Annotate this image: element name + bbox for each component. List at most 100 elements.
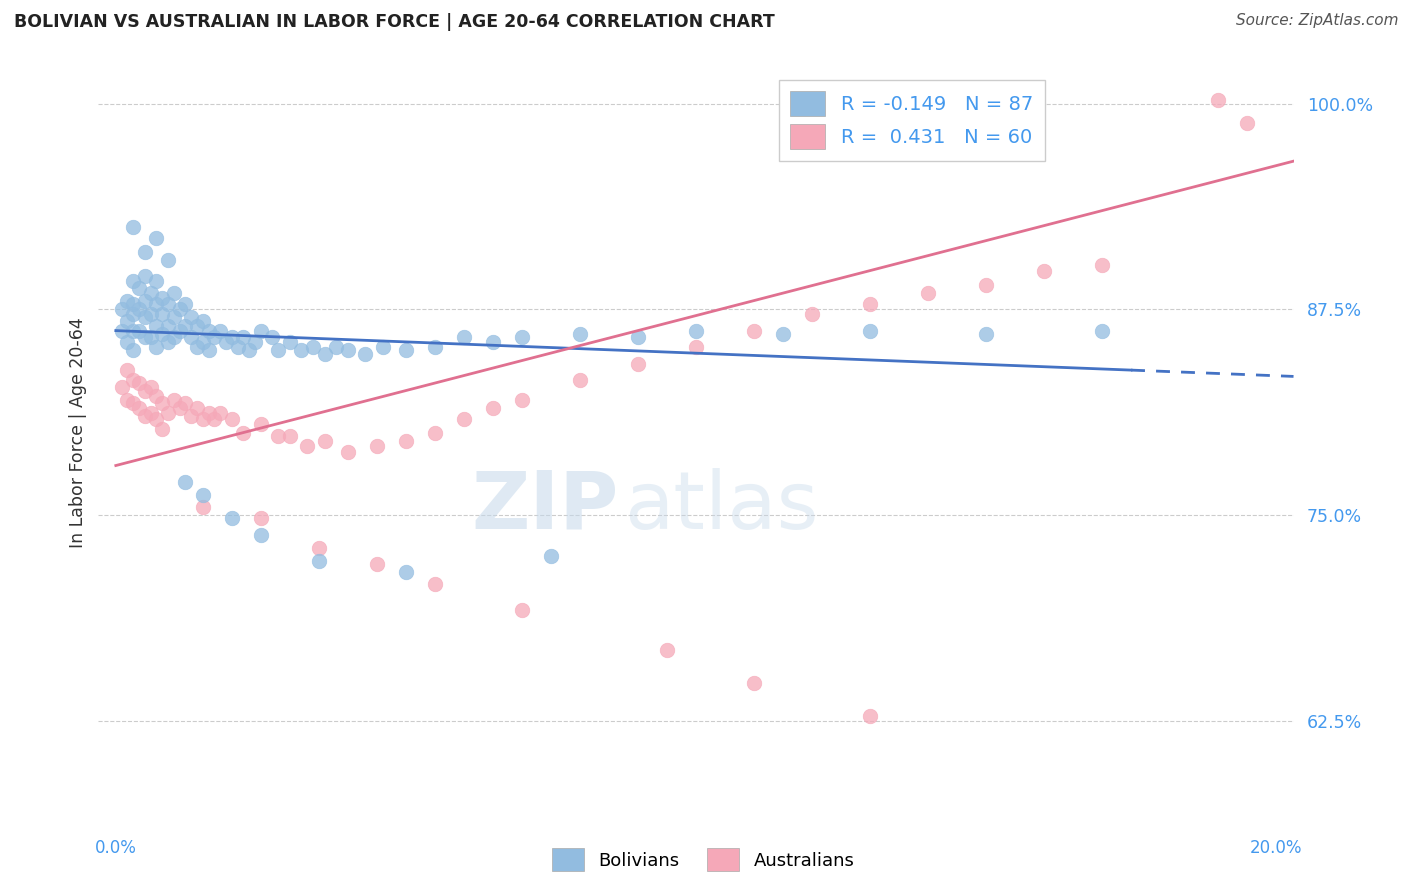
Point	[772, 326, 794, 341]
Point	[111, 324, 134, 338]
Point	[278, 335, 301, 350]
Y-axis label: In Labor Force | Age 20-64: In Labor Force | Age 20-64	[69, 318, 87, 548]
Point	[128, 281, 150, 295]
Point	[117, 392, 139, 407]
Point	[145, 412, 167, 426]
Point	[163, 310, 186, 325]
Point	[1091, 258, 1114, 272]
Point	[314, 346, 336, 360]
Point	[250, 324, 273, 338]
Legend: R = -0.149   N = 87, R =  0.431   N = 60: R = -0.149 N = 87, R = 0.431 N = 60	[779, 79, 1045, 161]
Point	[1033, 264, 1056, 278]
Point	[423, 577, 446, 591]
Point	[395, 566, 418, 580]
Point	[139, 285, 162, 300]
Point	[209, 406, 232, 420]
Point	[145, 297, 167, 311]
Point	[122, 373, 145, 387]
Point	[325, 340, 347, 354]
Point	[122, 324, 145, 338]
Point	[262, 330, 284, 344]
Point	[145, 231, 167, 245]
Point	[122, 219, 145, 234]
Point	[482, 335, 505, 350]
Point	[150, 422, 173, 436]
Point	[117, 335, 139, 350]
Point	[186, 401, 208, 415]
Point	[627, 357, 650, 371]
Point	[139, 406, 162, 420]
Point	[122, 274, 145, 288]
Point	[186, 340, 208, 354]
Point	[243, 335, 266, 350]
Point	[238, 343, 260, 358]
Point	[117, 293, 139, 308]
Point	[250, 527, 273, 541]
Point	[267, 429, 290, 443]
Point	[191, 335, 214, 350]
Point	[308, 554, 330, 568]
Point	[453, 330, 475, 344]
Point	[232, 425, 254, 440]
Point	[336, 445, 359, 459]
Point	[974, 326, 997, 341]
Point	[482, 401, 505, 415]
Point	[145, 340, 167, 354]
Point	[308, 541, 330, 555]
Point	[128, 324, 150, 338]
Point	[801, 307, 824, 321]
Point	[974, 277, 997, 292]
Point	[128, 401, 150, 415]
Point	[191, 488, 214, 502]
Point	[453, 412, 475, 426]
Point	[150, 291, 173, 305]
Point	[917, 285, 939, 300]
Point	[1236, 116, 1258, 130]
Point	[145, 318, 167, 333]
Point	[510, 603, 533, 617]
Point	[139, 307, 162, 321]
Point	[510, 330, 533, 344]
Point	[186, 318, 208, 333]
Point	[134, 269, 156, 284]
Point	[366, 558, 388, 572]
Text: 0.0%: 0.0%	[94, 839, 136, 857]
Point	[685, 340, 707, 354]
Point	[122, 343, 145, 358]
Text: ZIP: ZIP	[471, 467, 619, 546]
Point	[128, 302, 150, 317]
Point	[122, 307, 145, 321]
Point	[197, 343, 219, 358]
Point	[742, 675, 765, 690]
Point	[859, 708, 882, 723]
Point	[209, 324, 232, 338]
Point	[423, 340, 446, 354]
Point	[117, 363, 139, 377]
Point	[174, 475, 197, 489]
Point	[859, 297, 882, 311]
Point	[180, 409, 202, 424]
Point	[278, 429, 301, 443]
Point	[395, 343, 418, 358]
Point	[685, 324, 707, 338]
Point	[297, 439, 319, 453]
Point	[191, 314, 214, 328]
Point	[197, 324, 219, 338]
Point	[174, 318, 197, 333]
Point	[250, 511, 273, 525]
Point	[204, 412, 226, 426]
Point	[169, 302, 191, 317]
Point	[169, 401, 191, 415]
Point	[336, 343, 359, 358]
Text: BOLIVIAN VS AUSTRALIAN IN LABOR FORCE | AGE 20-64 CORRELATION CHART: BOLIVIAN VS AUSTRALIAN IN LABOR FORCE | …	[14, 13, 775, 31]
Point	[568, 373, 591, 387]
Point	[157, 406, 180, 420]
Point	[180, 310, 202, 325]
Point	[122, 297, 145, 311]
Point	[742, 324, 765, 338]
Point	[134, 293, 156, 308]
Point	[250, 417, 273, 432]
Point	[395, 434, 418, 448]
Point	[180, 330, 202, 344]
Point	[157, 252, 180, 267]
